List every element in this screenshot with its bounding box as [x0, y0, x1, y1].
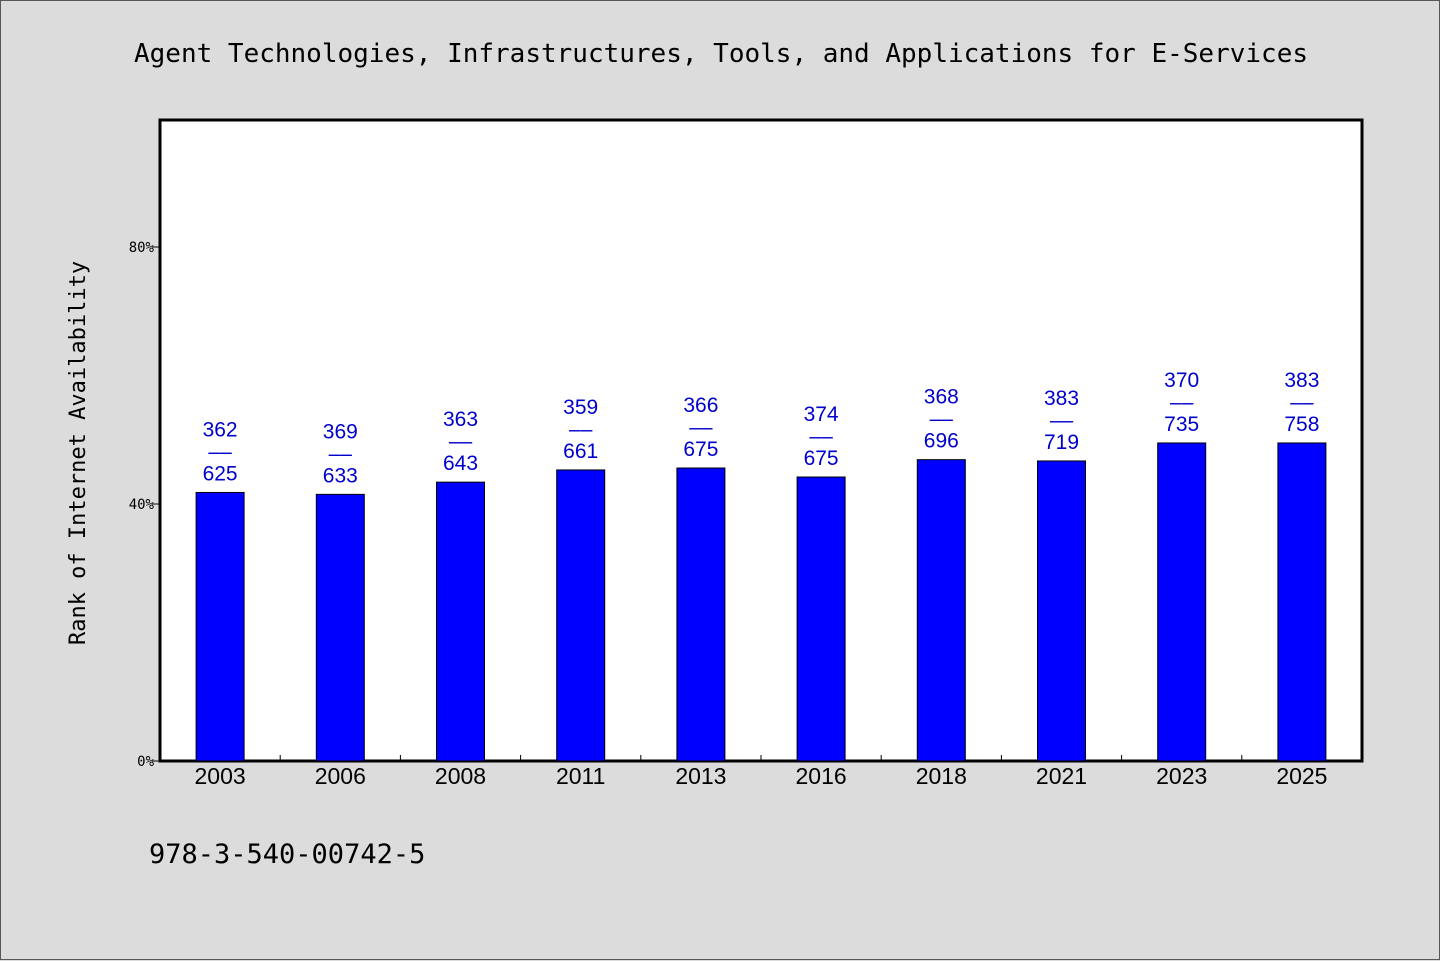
isbn-footer: 978-3-540-00742-5 [149, 839, 425, 870]
data-label-2011-line-2: –– [569, 418, 593, 441]
data-label-2025-line-1: 383 [1284, 369, 1319, 392]
bar-2018 [916, 459, 966, 762]
x-tick-label-2023: 2023 [1156, 763, 1207, 789]
data-label-2023-line-1: 370 [1164, 369, 1199, 392]
y-axis: 0% 40% 80% [129, 240, 160, 770]
data-label-2023-line-2: –– [1170, 391, 1194, 414]
data-label-2006-line-3: 633 [323, 464, 358, 487]
data-label-2018-line-1: 368 [924, 386, 959, 409]
bar-2013 [676, 467, 726, 762]
x-tick-label-2008: 2008 [435, 763, 486, 789]
data-label-2025-line-3: 758 [1284, 413, 1319, 436]
data-labels-group: 362––625369––633363––643359––661366––675… [203, 369, 1320, 487]
bar-2023 [1157, 442, 1207, 762]
data-label-2023-line-3: 735 [1164, 413, 1199, 436]
x-tick-label-2013: 2013 [675, 763, 726, 789]
data-label-2003-line-2: –– [208, 440, 232, 463]
data-label-2006-line-2: –– [329, 442, 353, 465]
x-tick-label-2025: 2025 [1276, 763, 1327, 789]
x-axis: 2003 2006 2008 2011 2013 2016 2018 2021 2023 2025 [195, 755, 1327, 789]
y-axis-label: Rank of Internet Availability [66, 261, 91, 645]
chart-title: Agent Technologies, Infrastructures, Too… [134, 39, 1308, 69]
bar-2006 [315, 493, 365, 762]
y-tick-label: 0% [137, 754, 154, 770]
data-label-2021-line-3: 719 [1044, 431, 1079, 454]
data-label-2016-line-2: –– [809, 425, 833, 448]
data-label-2006-line-1: 369 [323, 420, 358, 443]
data-label-2013-line-1: 366 [683, 394, 718, 417]
data-label-2011-line-1: 359 [563, 396, 598, 419]
bar-2016 [796, 476, 846, 762]
data-label-2008-line-3: 643 [443, 452, 478, 475]
x-tick-label-2006: 2006 [315, 763, 366, 789]
data-label-2016-line-3: 675 [804, 447, 839, 470]
data-label-2016-line-1: 374 [804, 403, 839, 426]
x-tick-label-2021: 2021 [1036, 763, 1087, 789]
data-label-2018-line-3: 696 [924, 430, 959, 453]
bar-2025 [1277, 442, 1327, 762]
data-label-2025-line-2: –– [1290, 391, 1314, 414]
bar-2021 [1037, 460, 1086, 762]
data-label-2011-line-3: 661 [563, 440, 598, 463]
data-label-2003-line-1: 362 [203, 418, 238, 441]
y-tick-label: 80% [129, 240, 155, 256]
data-label-2013-line-3: 675 [683, 438, 718, 461]
data-label-2008-line-1: 363 [443, 408, 478, 431]
bar-2011 [556, 469, 606, 762]
data-label-2008-line-2: –– [449, 430, 473, 453]
data-label-2003-line-3: 625 [203, 462, 238, 485]
y-tick-label: 40% [129, 497, 155, 513]
data-label-2018-line-2: –– [930, 408, 954, 431]
bar-2003 [195, 491, 245, 762]
x-tick-label-2011: 2011 [556, 763, 605, 789]
bars-group [195, 442, 1327, 762]
x-tick-label-2003: 2003 [195, 763, 246, 789]
data-label-2021-line-1: 383 [1044, 387, 1079, 410]
data-label-2021-line-2: –– [1050, 409, 1074, 432]
x-tick-label-2018: 2018 [916, 763, 967, 789]
x-tick-label-2016: 2016 [796, 763, 847, 789]
bar-2008 [436, 481, 485, 762]
data-label-2013-line-2: –– [689, 416, 713, 439]
